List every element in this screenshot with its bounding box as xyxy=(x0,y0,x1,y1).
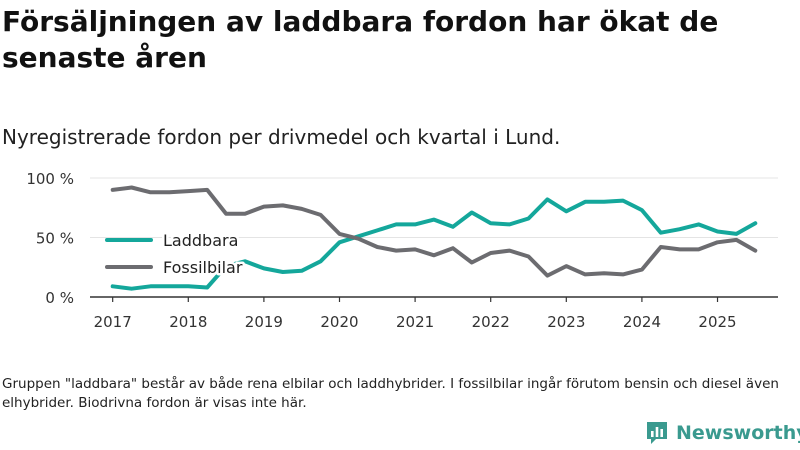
series-line-laddbara xyxy=(110,197,758,291)
x-tick-label: 2018 xyxy=(169,313,207,331)
data-point-laddbara xyxy=(432,217,437,222)
data-point-fossilbilar xyxy=(413,247,418,252)
data-point-laddbara xyxy=(261,266,266,271)
data-point-fossilbilar xyxy=(639,267,644,272)
data-point-fossilbilar xyxy=(167,190,172,195)
data-point-fossilbilar xyxy=(148,190,153,195)
data-point-laddbara xyxy=(375,228,380,233)
data-point-laddbara xyxy=(413,222,418,227)
y-tick-label: 50 % xyxy=(36,230,74,248)
data-point-fossilbilar xyxy=(186,189,191,194)
data-point-fossilbilar xyxy=(299,206,304,211)
data-point-fossilbilar xyxy=(450,246,455,251)
data-point-fossilbilar xyxy=(432,253,437,258)
data-point-laddbara xyxy=(658,230,663,235)
data-point-fossilbilar xyxy=(469,260,474,265)
x-tick-label: 2022 xyxy=(472,313,510,331)
data-point-fossilbilar xyxy=(243,211,248,216)
x-tick-label: 2017 xyxy=(94,313,132,331)
data-point-laddbara xyxy=(753,221,758,226)
footnote: Gruppen "laddbara" består av både rena e… xyxy=(2,376,779,411)
data-point-fossilbilar xyxy=(526,254,531,259)
data-point-laddbara xyxy=(526,216,531,221)
x-tick-label: 2024 xyxy=(623,313,661,331)
x-tick-label: 2025 xyxy=(698,313,736,331)
data-point-laddbara xyxy=(186,284,191,289)
y-tick-label: 100 % xyxy=(26,170,74,188)
data-point-laddbara xyxy=(488,221,493,226)
data-point-fossilbilar xyxy=(488,251,493,256)
data-point-fossilbilar xyxy=(583,272,588,277)
data-point-fossilbilar xyxy=(658,245,663,250)
data-point-laddbara xyxy=(129,286,134,291)
data-point-fossilbilar xyxy=(545,273,550,278)
data-point-fossilbilar xyxy=(318,212,323,217)
legend: Laddbara Fossilbilar xyxy=(105,229,245,280)
series-line-fossilbilar xyxy=(110,185,758,278)
chart-title: Försäljningen av laddbara fordon har öka… xyxy=(2,5,719,74)
data-point-fossilbilar xyxy=(696,247,701,252)
data-point-laddbara xyxy=(318,259,323,264)
gridlines xyxy=(90,177,778,238)
data-point-laddbara xyxy=(715,229,720,234)
line-chart: 2017 2018 2019 2020 2021 2022 2023 2024 2025 0 %… xyxy=(26,170,778,331)
chart-subtitle: Nyregistrerade fordon per drivmedel och … xyxy=(2,125,561,149)
data-point-fossilbilar xyxy=(753,248,758,253)
data-point-laddbara xyxy=(639,208,644,213)
data-point-fossilbilar xyxy=(110,187,115,192)
legend-label-fossilbilar: Fossilbilar xyxy=(163,258,243,277)
data-point-laddbara xyxy=(450,224,455,229)
data-point-laddbara xyxy=(337,240,342,245)
data-point-laddbara xyxy=(148,284,153,289)
data-point-laddbara xyxy=(507,222,512,227)
data-point-fossilbilar xyxy=(507,248,512,253)
x-tick-label: 2019 xyxy=(245,313,283,331)
legend-label-laddbara: Laddbara xyxy=(163,231,238,250)
x-axis: 2017 2018 2019 2020 2021 2022 2023 2024 2025 xyxy=(90,296,778,331)
data-point-fossilbilar xyxy=(564,264,569,269)
data-point-fossilbilar xyxy=(715,240,720,245)
brand-name: Newsworthy xyxy=(676,422,800,444)
data-point-laddbara xyxy=(545,197,550,202)
data-point-laddbara xyxy=(583,199,588,204)
data-point-laddbara xyxy=(299,268,304,273)
y-tick-label: 0 % xyxy=(45,289,74,307)
data-point-fossilbilar xyxy=(356,236,361,241)
data-point-laddbara xyxy=(469,210,474,215)
data-point-laddbara xyxy=(696,222,701,227)
data-point-fossilbilar xyxy=(677,247,682,252)
x-tick-label: 2023 xyxy=(547,313,585,331)
newsworthy-logo-icon xyxy=(647,422,667,444)
data-point-laddbara xyxy=(167,284,172,289)
y-axis-labels: 0 % 50 % 100 % xyxy=(26,170,74,307)
data-point-fossilbilar xyxy=(394,248,399,253)
data-point-fossilbilar xyxy=(734,237,739,242)
data-point-fossilbilar xyxy=(621,272,626,277)
data-point-laddbara xyxy=(564,209,569,214)
data-point-laddbara xyxy=(677,227,682,232)
data-point-laddbara xyxy=(243,259,248,264)
data-point-laddbara xyxy=(621,198,626,203)
data-point-laddbara xyxy=(205,285,210,290)
data-point-fossilbilar xyxy=(205,187,210,192)
data-point-laddbara xyxy=(734,231,739,236)
data-point-fossilbilar xyxy=(224,211,229,216)
data-point-fossilbilar xyxy=(337,231,342,236)
data-point-fossilbilar xyxy=(375,245,380,250)
data-point-fossilbilar xyxy=(602,271,607,276)
data-point-laddbara xyxy=(394,222,399,227)
x-tick-label: 2020 xyxy=(320,313,358,331)
series-lines xyxy=(110,185,758,291)
data-point-fossilbilar xyxy=(129,185,134,190)
data-point-fossilbilar xyxy=(261,204,266,209)
data-point-laddbara xyxy=(280,270,285,275)
data-point-laddbara xyxy=(602,199,607,204)
data-point-laddbara xyxy=(110,284,115,289)
x-tick-label: 2021 xyxy=(396,313,434,331)
data-point-fossilbilar xyxy=(280,203,285,208)
newsworthy-logo[interactable]: Newsworthy xyxy=(645,418,800,448)
